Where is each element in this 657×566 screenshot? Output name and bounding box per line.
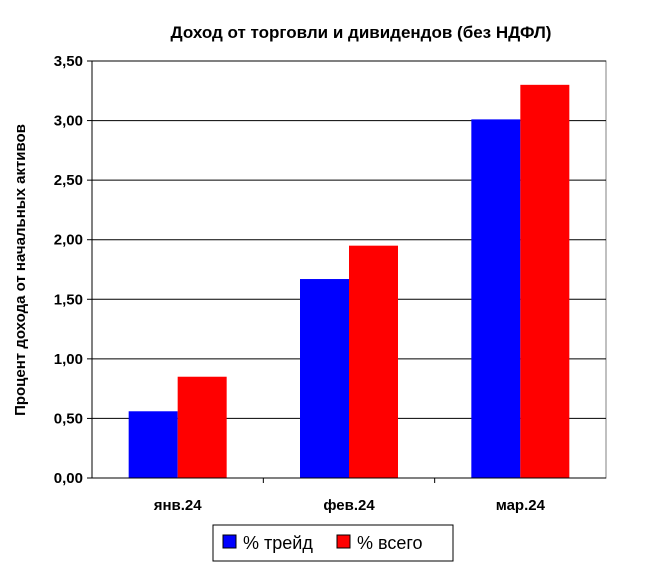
bar-total-0 — [177, 376, 227, 478]
legend-swatch-total — [336, 534, 351, 549]
bar-trade-2 — [471, 119, 521, 478]
legend: % трейд % всего — [212, 524, 454, 562]
y-axis-ticks: 0,00 0,50 1,00 1,50 2,00 2,50 3,00 3,50 — [54, 53, 83, 487]
y-tick-label: 0,50 — [54, 410, 83, 427]
legend-label-trade: % трейд — [243, 533, 313, 553]
bar-trade-1 — [300, 279, 349, 478]
y-tick-label: 3,00 — [54, 113, 83, 130]
x-tick-label: мар.24 — [496, 497, 546, 514]
chart-title: Доход от торговли и дивидендов (без НДФЛ… — [171, 23, 552, 42]
y-tick-label: 2,50 — [54, 172, 83, 189]
bar-trade-0 — [128, 411, 178, 478]
bar-total-2 — [520, 84, 570, 478]
bars — [128, 84, 570, 478]
y-tick-label: 1,50 — [54, 291, 83, 308]
x-axis-ticks: янв.24 фев.24 мар.24 — [154, 497, 546, 514]
y-tick-label: 3,50 — [54, 53, 83, 70]
y-tick-label: 2,00 — [54, 232, 83, 249]
legend-label-total: % всего — [357, 533, 423, 553]
y-tick-label: 0,00 — [54, 470, 83, 487]
legend-box — [212, 524, 454, 562]
bar-total-1 — [349, 245, 398, 478]
x-tick-label: фев.24 — [323, 497, 375, 514]
y-tick-label: 1,00 — [54, 351, 83, 368]
axes — [87, 60, 606, 483]
legend-swatch-trade — [222, 534, 237, 549]
y-axis-label: Процент дохода от начальных активов — [12, 124, 29, 416]
x-tick-label: янв.24 — [154, 497, 203, 514]
